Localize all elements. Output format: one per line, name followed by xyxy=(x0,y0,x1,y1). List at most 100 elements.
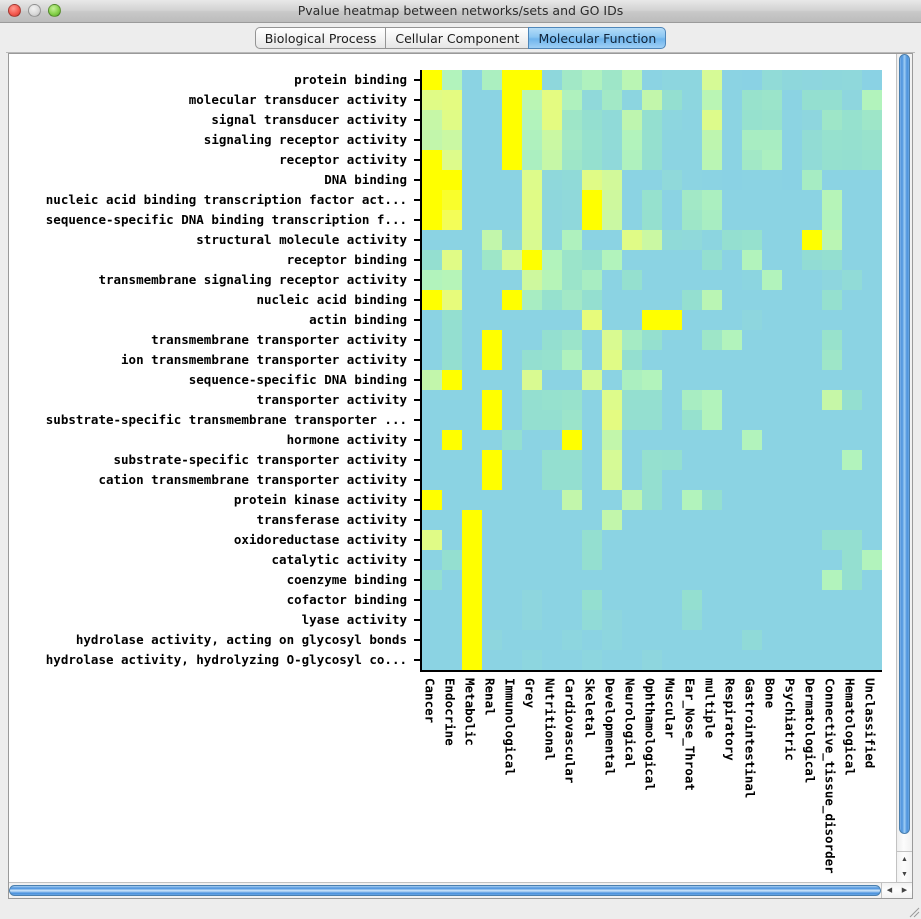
heatmap-column-label: Ear_Nose_Throat xyxy=(680,674,700,864)
heatmap-cell xyxy=(562,370,582,390)
minimize-button-icon[interactable] xyxy=(28,4,41,17)
heatmap-cell xyxy=(862,150,882,170)
scroll-right-icon[interactable]: ▶ xyxy=(901,887,908,894)
close-button-icon[interactable] xyxy=(8,4,21,17)
heatmap-cell xyxy=(582,270,602,290)
heatmap-cell xyxy=(802,130,822,150)
vertical-scrollbar-track[interactable] xyxy=(897,54,912,851)
heatmap-cell xyxy=(602,270,622,290)
vertical-scrollbar[interactable]: ▲ ▼ xyxy=(896,54,912,882)
heatmap-cell xyxy=(782,370,802,390)
heatmap-row-label: ion transmembrane transporter activity xyxy=(121,352,407,367)
heatmap-cell xyxy=(862,210,882,230)
heatmap-cell xyxy=(542,110,562,130)
heatmap-cell xyxy=(642,330,662,350)
heatmap-row-label: hydrolase activity, hydrolyzing O-glycos… xyxy=(45,652,407,667)
zoom-button-icon[interactable] xyxy=(48,4,61,17)
horizontal-scroll-arrows[interactable]: ◀ ▶ xyxy=(881,883,912,898)
heatmap-cell xyxy=(842,430,862,450)
panel-body: protein binding molecular transducer acti… xyxy=(9,54,912,882)
heatmap-cell xyxy=(682,250,702,270)
heatmap-cell xyxy=(602,110,622,130)
heatmap-cell xyxy=(742,250,762,270)
heatmap-cell xyxy=(762,270,782,290)
scroll-down-icon[interactable]: ▼ xyxy=(901,871,908,878)
heatmap-cell xyxy=(482,90,502,110)
heatmap-canvas: protein binding molecular transducer acti… xyxy=(9,54,896,882)
heatmap-cell xyxy=(822,330,842,350)
heatmap-row-label: DNA binding xyxy=(324,172,407,187)
heatmap-cell xyxy=(542,450,562,470)
heatmap-cell xyxy=(562,210,582,230)
heatmap-cell xyxy=(782,150,802,170)
heatmap-cell xyxy=(722,350,742,370)
heatmap-row-label: transferase activity xyxy=(256,512,407,527)
tab-cellular-component[interactable]: Cellular Component xyxy=(385,27,529,49)
heatmap-cell xyxy=(802,450,822,470)
horizontal-scrollbar[interactable]: ◀ ▶ xyxy=(9,882,912,898)
heatmap-cell xyxy=(662,610,682,630)
heatmap-cell xyxy=(822,430,842,450)
heatmap-cell xyxy=(842,130,862,150)
tab-biological-process[interactable]: Biological Process xyxy=(254,27,386,49)
vertical-scrollbar-thumb[interactable] xyxy=(899,54,910,834)
heatmap-cell xyxy=(822,390,842,410)
heatmap-cell xyxy=(562,390,582,410)
heatmap-row-label: transporter activity xyxy=(256,392,407,407)
heatmap-cell xyxy=(762,470,782,490)
heatmap-cell xyxy=(422,450,442,470)
heatmap-cell xyxy=(422,90,442,110)
horizontal-scrollbar-track[interactable] xyxy=(9,883,881,898)
heatmap-cell xyxy=(622,650,642,670)
heatmap-column-label-text: Skeletal xyxy=(582,678,598,739)
heatmap-row-tick xyxy=(414,450,420,470)
heatmap-cell xyxy=(682,70,702,90)
heatmap-cell xyxy=(702,590,722,610)
heatmap-cell xyxy=(842,450,862,470)
heatmap-cell xyxy=(442,350,462,370)
heatmap-cell xyxy=(562,230,582,250)
heatmap-cell xyxy=(522,610,542,630)
heatmap-cell xyxy=(742,210,762,230)
heatmap-cell xyxy=(862,190,882,210)
heatmap-cell xyxy=(862,430,882,450)
heatmap-cell xyxy=(862,70,882,90)
heatmap-cell xyxy=(582,450,602,470)
heatmap-cell xyxy=(822,630,842,650)
heatmap-cell xyxy=(502,430,522,450)
heatmap-cell xyxy=(662,70,682,90)
heatmap-cell xyxy=(802,230,822,250)
heatmap-cell xyxy=(702,270,722,290)
heatmap-cell xyxy=(702,130,722,150)
heatmap-column-label-text: Cancer xyxy=(422,678,438,724)
heatmap-cell xyxy=(642,430,662,450)
vertical-scroll-arrows[interactable]: ▲ ▼ xyxy=(897,851,912,882)
heatmap-cell xyxy=(862,650,882,670)
resize-grip-icon[interactable] xyxy=(906,904,920,918)
tab-molecular-function[interactable]: Molecular Function xyxy=(528,27,667,49)
heatmap-cell xyxy=(782,630,802,650)
heatmap-cell xyxy=(862,290,882,310)
content-panel: protein binding molecular transducer acti… xyxy=(8,53,913,899)
heatmap-cell xyxy=(482,130,502,150)
heatmap-cell xyxy=(422,410,442,430)
scroll-up-icon[interactable]: ▲ xyxy=(901,856,908,863)
scroll-left-icon[interactable]: ◀ xyxy=(886,887,893,894)
heatmap-cell xyxy=(762,130,782,150)
heatmap-cell xyxy=(682,150,702,170)
heatmap-cell xyxy=(442,470,462,490)
heatmap-cell xyxy=(802,510,822,530)
heatmap-cell xyxy=(662,410,682,430)
heatmap-cell xyxy=(802,330,822,350)
heatmap-cell xyxy=(442,250,462,270)
heatmap-cell xyxy=(502,630,522,650)
heatmap-cell xyxy=(802,530,822,550)
heatmap-row-label: receptor activity xyxy=(279,152,407,167)
heatmap-cell xyxy=(822,610,842,630)
horizontal-scrollbar-thumb[interactable] xyxy=(9,885,881,896)
heatmap-cell xyxy=(702,330,722,350)
heatmap-cell xyxy=(422,70,442,90)
heatmap-row-tick xyxy=(414,70,420,90)
heatmap-cell xyxy=(682,390,702,410)
heatmap-column-label-text: Nutritional xyxy=(542,678,558,761)
